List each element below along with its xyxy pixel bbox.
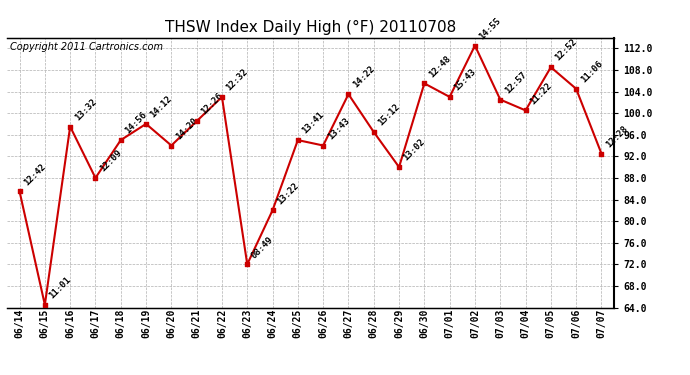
Point <box>317 142 328 148</box>
Text: 12:57: 12:57 <box>503 70 528 95</box>
Text: 13:43: 13:43 <box>326 116 351 141</box>
Text: 12:52: 12:52 <box>553 38 579 63</box>
Text: 12:28: 12:28 <box>604 124 629 149</box>
Point <box>14 188 25 194</box>
Text: 11:01: 11:01 <box>48 275 72 300</box>
Point <box>393 164 404 170</box>
Text: 12:48: 12:48 <box>427 54 452 79</box>
Point <box>596 151 607 157</box>
Point <box>571 86 582 92</box>
Point <box>191 118 202 124</box>
Text: 15:43: 15:43 <box>452 67 477 93</box>
Title: THSW Index Daily High (°F) 20110708: THSW Index Daily High (°F) 20110708 <box>165 20 456 35</box>
Point <box>90 175 101 181</box>
Text: 08:49: 08:49 <box>250 235 275 260</box>
Text: 11:22: 11:22 <box>528 81 553 106</box>
Text: 14:22: 14:22 <box>351 64 376 90</box>
Point <box>217 94 228 100</box>
Point <box>545 64 556 70</box>
Text: 13:22: 13:22 <box>275 181 300 206</box>
Text: 14:12: 14:12 <box>148 94 174 120</box>
Text: 12:09: 12:09 <box>98 148 124 174</box>
Point <box>419 80 430 86</box>
Text: Copyright 2011 Cartronics.com: Copyright 2011 Cartronics.com <box>10 42 163 51</box>
Point <box>520 107 531 113</box>
Text: 11:06: 11:06 <box>579 59 604 84</box>
Text: 15:12: 15:12 <box>376 102 402 128</box>
Point <box>241 261 253 267</box>
Point <box>293 137 304 143</box>
Point <box>444 94 455 100</box>
Point <box>267 207 278 213</box>
Point <box>166 142 177 148</box>
Point <box>495 97 506 103</box>
Point <box>469 43 480 49</box>
Point <box>65 124 76 130</box>
Point <box>115 137 126 143</box>
Text: 14:56: 14:56 <box>124 110 148 136</box>
Text: 14:20: 14:20 <box>174 116 199 141</box>
Text: 12:26: 12:26 <box>199 92 224 117</box>
Text: 12:32: 12:32 <box>224 67 250 93</box>
Text: 13:02: 13:02 <box>402 137 427 163</box>
Point <box>141 121 152 127</box>
Text: 12:42: 12:42 <box>22 162 48 187</box>
Text: 13:41: 13:41 <box>300 110 326 136</box>
Text: 14:55: 14:55 <box>477 16 503 41</box>
Point <box>368 129 380 135</box>
Point <box>343 91 354 97</box>
Text: 13:32: 13:32 <box>72 97 98 122</box>
Point <box>39 302 50 308</box>
